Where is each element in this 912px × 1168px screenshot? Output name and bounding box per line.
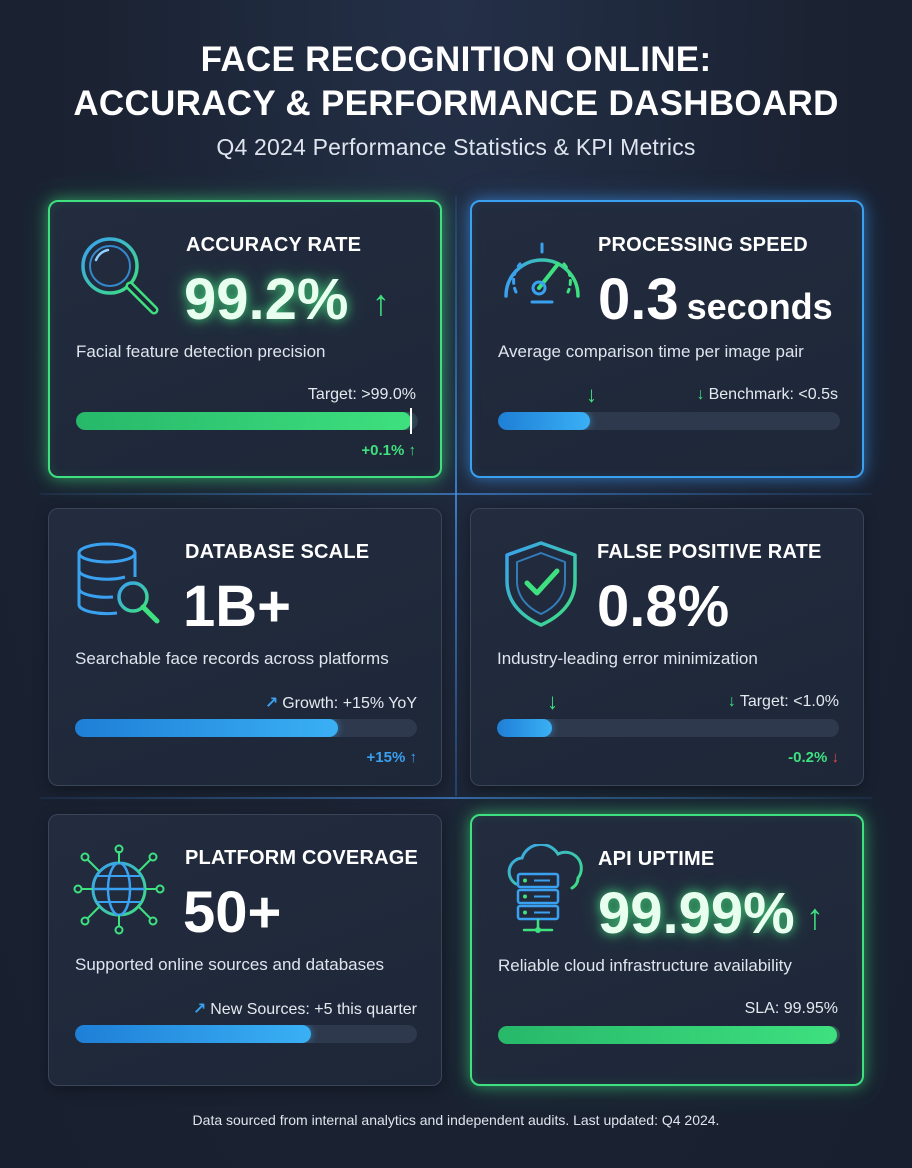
api-uptime-card: API UPTIME 99.99% ↑ Reliable cloud infra…	[470, 814, 864, 1086]
page-title: FACE RECOGNITION ONLINE: ACCURACY & PERF…	[0, 38, 912, 126]
title-line-2: ACCURACY & PERFORMANCE DASHBOARD	[73, 84, 839, 123]
progress-fill	[498, 1026, 837, 1044]
processing-speed-card: PROCESSING SPEED 0.3 seconds Average comp…	[470, 200, 864, 478]
card-delta-arrow: ↓	[831, 749, 840, 766]
card-sla: SLA: 99.95%	[744, 1000, 838, 1017]
progress-fill	[497, 719, 552, 737]
progress-fill	[75, 719, 339, 737]
card-description: Industry-leading error minimization	[497, 649, 758, 668]
card-description: Average comparison time per image pair	[498, 342, 804, 361]
title-line-1: FACE RECOGNITION ONLINE:	[200, 40, 712, 79]
card-title: FALSE POSITIVE RATE	[597, 541, 822, 563]
trend-up-icon: ↗	[192, 1001, 207, 1018]
progress-fill	[75, 1025, 311, 1043]
card-target: Target: >99.0%	[307, 386, 416, 403]
card-benchmark: ↓ Benchmark: <0.5s	[697, 386, 838, 404]
target-marker	[410, 408, 412, 434]
card-value-unit: seconds	[686, 286, 833, 327]
card-delta-text: -0.2%	[788, 749, 828, 766]
down-arrow-icon: ↓	[586, 382, 597, 407]
up-arrow-icon: ↑	[806, 896, 824, 937]
platform-coverage-card: PLATFORM COVERAGE 50+ Supported online s…	[48, 814, 442, 1086]
grid-divider-horizontal-2	[40, 797, 872, 799]
progress-fill	[76, 412, 412, 430]
card-value: 99.2%	[184, 267, 349, 332]
magnifier-icon	[81, 237, 159, 315]
card-value: 50+	[183, 880, 282, 945]
card-title: DATABASE SCALE	[185, 541, 370, 563]
card-value: 99.99%	[598, 881, 795, 946]
card-growth-text: Growth: +15% YoY	[282, 695, 417, 712]
card-description: Supported online sources and databases	[75, 955, 385, 974]
card-new-sources-text: New Sources: +5 this quarter	[210, 1001, 417, 1018]
card-new-sources: ↗ New Sources: +5 this quarter	[193, 999, 417, 1019]
card-title: ACCURACY RATE	[186, 234, 362, 256]
card-delta: -0.2% ↓	[788, 749, 839, 766]
down-arrow-icon: ↓	[696, 386, 705, 403]
card-description: Facial feature detection precision	[76, 342, 326, 361]
card-delta: +0.1% ↑	[361, 442, 416, 459]
progress-track	[76, 412, 418, 430]
up-arrow-icon: ↑	[372, 282, 390, 323]
false-positive-rate-card: FALSE POSITIVE RATE 0.8% Industry-leadin…	[470, 508, 864, 786]
card-target-text: Target: <1.0%	[739, 693, 839, 710]
database-search-icon	[77, 542, 160, 624]
card-title: PLATFORM COVERAGE	[185, 847, 419, 869]
progress-track	[75, 719, 417, 737]
card-value: 0.8%	[597, 574, 730, 639]
progress-track	[75, 1025, 417, 1043]
card-description: Searchable face records across platforms	[75, 649, 389, 668]
footer-note: Data sourced from internal analytics and…	[192, 1112, 720, 1128]
shield-check-icon	[505, 541, 577, 627]
down-arrow-icon: ↓	[727, 693, 736, 710]
card-value-number: 0.3	[598, 267, 679, 332]
card-delta: +15% ↑	[366, 749, 417, 766]
page-subtitle: Q4 2024 Performance Statistics & KPI Met…	[216, 134, 696, 160]
database-scale-card: DATABASE SCALE 1B+ Searchable face recor…	[48, 508, 442, 786]
card-description: Reliable cloud infrastructure availabili…	[498, 956, 792, 975]
progress-fill	[498, 412, 591, 430]
cloud-server-icon	[507, 844, 583, 933]
card-title: PROCESSING SPEED	[598, 234, 808, 256]
card-growth: ↗ Growth: +15% YoY	[265, 693, 417, 713]
globe-network-icon	[73, 844, 165, 935]
trend-up-icon: ↗	[264, 695, 279, 712]
card-value: 1B+	[183, 574, 292, 639]
progress-track	[498, 1026, 840, 1044]
card-value: 0.3 seconds	[598, 266, 833, 341]
card-title: API UPTIME	[598, 848, 715, 870]
card-target: ↓ Target: <1.0%	[728, 693, 839, 711]
grid-divider-vertical	[455, 196, 457, 796]
speedometer-icon	[504, 242, 580, 304]
down-arrow-icon: ↓	[547, 689, 558, 714]
card-benchmark-text: Benchmark: <0.5s	[708, 386, 838, 403]
progress-track	[497, 719, 839, 737]
progress-track	[498, 412, 840, 430]
accuracy-rate-card: ACCURACY RATE 99.2% ↑ Facial feature det…	[48, 200, 442, 478]
grid-divider-horizontal-1	[40, 493, 872, 495]
